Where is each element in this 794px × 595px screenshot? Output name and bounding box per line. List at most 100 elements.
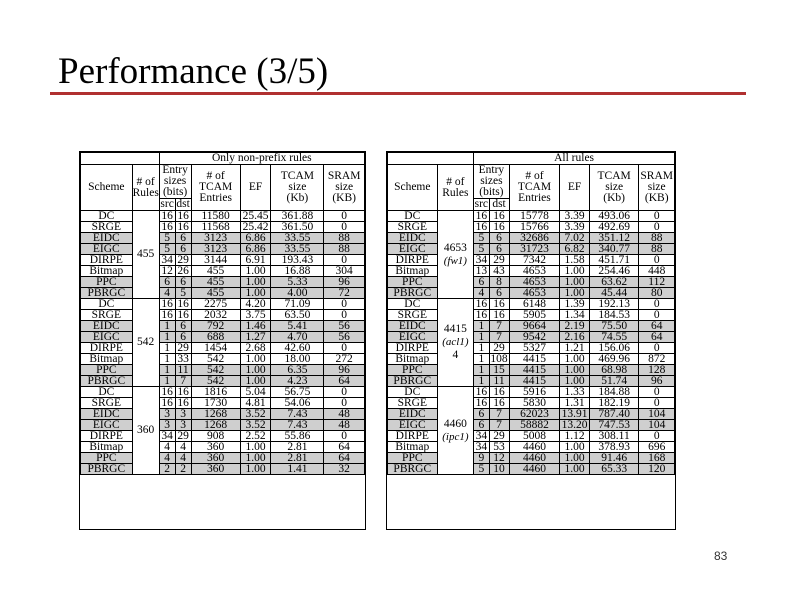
table-row: Bitmap 1 33 542 1.00 18.00 272 <box>80 353 365 365</box>
dst-cell: 7 <box>488 320 510 332</box>
sram-size-cell: 0 <box>323 342 365 354</box>
ef-cell: 1.00 <box>559 441 590 453</box>
ef-cell: 1.21 <box>559 342 590 354</box>
tcam-size-cell: 340.77 <box>588 243 640 255</box>
rule-count: 4653 <box>443 241 467 254</box>
tcam-entries-cell: 4460 <box>508 441 561 453</box>
tcam-size-cell: 378.93 <box>588 441 640 453</box>
ef-cell: 1.00 <box>239 276 272 288</box>
tcam-size-cell: 747.53 <box>588 419 640 431</box>
slide-title: Performance (3/5) <box>58 51 329 92</box>
scheme-cell: Bitmap <box>80 265 133 277</box>
sram-size-cell: 0 <box>638 254 675 266</box>
tcam-entries-header: # of TCAM Entries <box>190 164 241 211</box>
tcam-size-header-line: (Kb) <box>603 192 625 204</box>
left-table: Only non-prefix rules Scheme # of Rules Entr… <box>79 151 366 530</box>
table-row: EIDC 5 6 32686 7.02 351.12 88 <box>387 232 675 244</box>
tcam-size-cell: 63.62 <box>588 276 640 288</box>
tcam-size-cell: 361.50 <box>270 221 325 233</box>
ef-cell: 4.20 <box>239 298 272 310</box>
entry-size-header-line: (bits) <box>479 186 504 198</box>
sram-size-cell: 0 <box>638 210 675 222</box>
sram-size-cell: 48 <box>323 419 365 431</box>
rule-set-note: 4 <box>452 349 459 361</box>
ef-cell: 1.00 <box>239 364 272 376</box>
src-cell: 1 <box>158 342 176 354</box>
tcam-entries-cell: 9542 <box>508 331 561 343</box>
src-cell: 6 <box>158 276 176 288</box>
sram-size-cell: 0 <box>323 298 365 310</box>
table-row: DIRPE 1 29 1454 2.68 42.60 0 <box>80 342 365 354</box>
tcam-size-cell: 45.44 <box>588 287 640 299</box>
dst-cell: 2 <box>174 463 192 475</box>
dst-cell: 6 <box>174 331 192 343</box>
src-cell: 5 <box>158 243 176 255</box>
tcam-entries-cell: 2275 <box>190 298 241 310</box>
rule-count-cell: 4415 (acl1) 4 <box>436 298 475 387</box>
dst-cell: 16 <box>488 298 510 310</box>
table-row: EIGC 1 7 9542 2.16 74.55 64 <box>387 331 675 343</box>
rule-set-name: (acl1) <box>442 336 469 348</box>
src-cell: 16 <box>158 309 176 321</box>
tcam-size-cell: 361.88 <box>270 210 325 222</box>
src-cell: 16 <box>473 309 490 321</box>
dst-header: dst <box>488 198 510 211</box>
ef-cell: 1.00 <box>559 452 590 464</box>
dst-header: dst <box>174 198 192 211</box>
tcam-size-cell: 6.35 <box>270 364 325 376</box>
entry-size-header: Entry sizes (bits) <box>473 164 510 199</box>
table-row: PBRGC 1 11 4415 1.00 51.74 96 <box>387 375 675 387</box>
tcam-size-cell: 2.81 <box>270 452 325 464</box>
tcam-size-cell: 56.75 <box>270 386 325 398</box>
scheme-cell: EIGC <box>387 419 438 431</box>
tcam-entries-cell: 542 <box>190 375 241 387</box>
rule-count: 4460 <box>443 417 467 430</box>
rules-header-line: # of <box>446 175 465 188</box>
src-cell: 16 <box>473 386 490 398</box>
tcam-size-header: TCAM size (Kb) <box>588 164 640 211</box>
tcam-size-header-line: size <box>605 181 624 193</box>
sram-size-cell: 64 <box>323 441 365 453</box>
dst-cell: 15 <box>488 364 510 376</box>
tcam-entries-cell: 3144 <box>190 254 241 266</box>
dst-cell: 29 <box>174 254 192 266</box>
tcam-entries-header: # of TCAM Entries <box>508 164 561 211</box>
src-cell: 6 <box>473 276 490 288</box>
sram-size-cell: 96 <box>638 375 675 387</box>
dst-cell: 5 <box>174 287 192 299</box>
table-row: Bitmap 1 108 4415 1.00 469.96 872 <box>387 353 675 365</box>
scheme-cell: EIDC <box>387 232 438 244</box>
sram-size-cell: 88 <box>323 232 365 244</box>
entry-size-header: Entry sizes (bits) <box>158 164 192 199</box>
dst-cell: 10 <box>488 463 510 475</box>
dst-cell: 6 <box>488 287 510 299</box>
ef-cell: 2.16 <box>559 331 590 343</box>
sram-size-cell: 0 <box>638 386 675 398</box>
ef-cell: 1.27 <box>239 331 272 343</box>
rule-count-cell: 4653 (fw1) <box>436 210 475 299</box>
tcam-entries-header-line: # of <box>525 170 544 182</box>
ef-cell: 6.91 <box>239 254 272 266</box>
sram-size-cell: 872 <box>638 353 675 365</box>
sram-size-cell: 104 <box>638 419 675 431</box>
src-cell: 4 <box>473 287 490 299</box>
src-cell: 12 <box>158 265 176 277</box>
scheme-cell: DIRPE <box>80 342 133 354</box>
scheme-cell: DIRPE <box>387 254 438 266</box>
tcam-entries-cell: 5327 <box>508 342 561 354</box>
scheme-cell: DIRPE <box>80 430 133 442</box>
table-caption: Only non-prefix rules <box>158 152 366 165</box>
table-row: EIDC 3 3 1268 3.52 7.43 48 <box>80 408 365 420</box>
src-cell: 1 <box>158 364 176 376</box>
tcam-entries-cell: 1816 <box>190 386 241 398</box>
rules-header-line: # of <box>136 175 155 188</box>
table-row: EIGC 1 6 688 1.27 4.70 56 <box>80 331 365 343</box>
ef-header: EF <box>559 164 590 211</box>
ef-cell: 3.75 <box>239 309 272 321</box>
sram-size-cell: 272 <box>323 353 365 365</box>
sram-size-cell: 64 <box>638 320 675 332</box>
dst-cell: 26 <box>174 265 192 277</box>
src-cell: 5 <box>473 243 490 255</box>
tcam-size-cell: 33.55 <box>270 232 325 244</box>
tcam-size-cell: 65.33 <box>588 463 640 475</box>
